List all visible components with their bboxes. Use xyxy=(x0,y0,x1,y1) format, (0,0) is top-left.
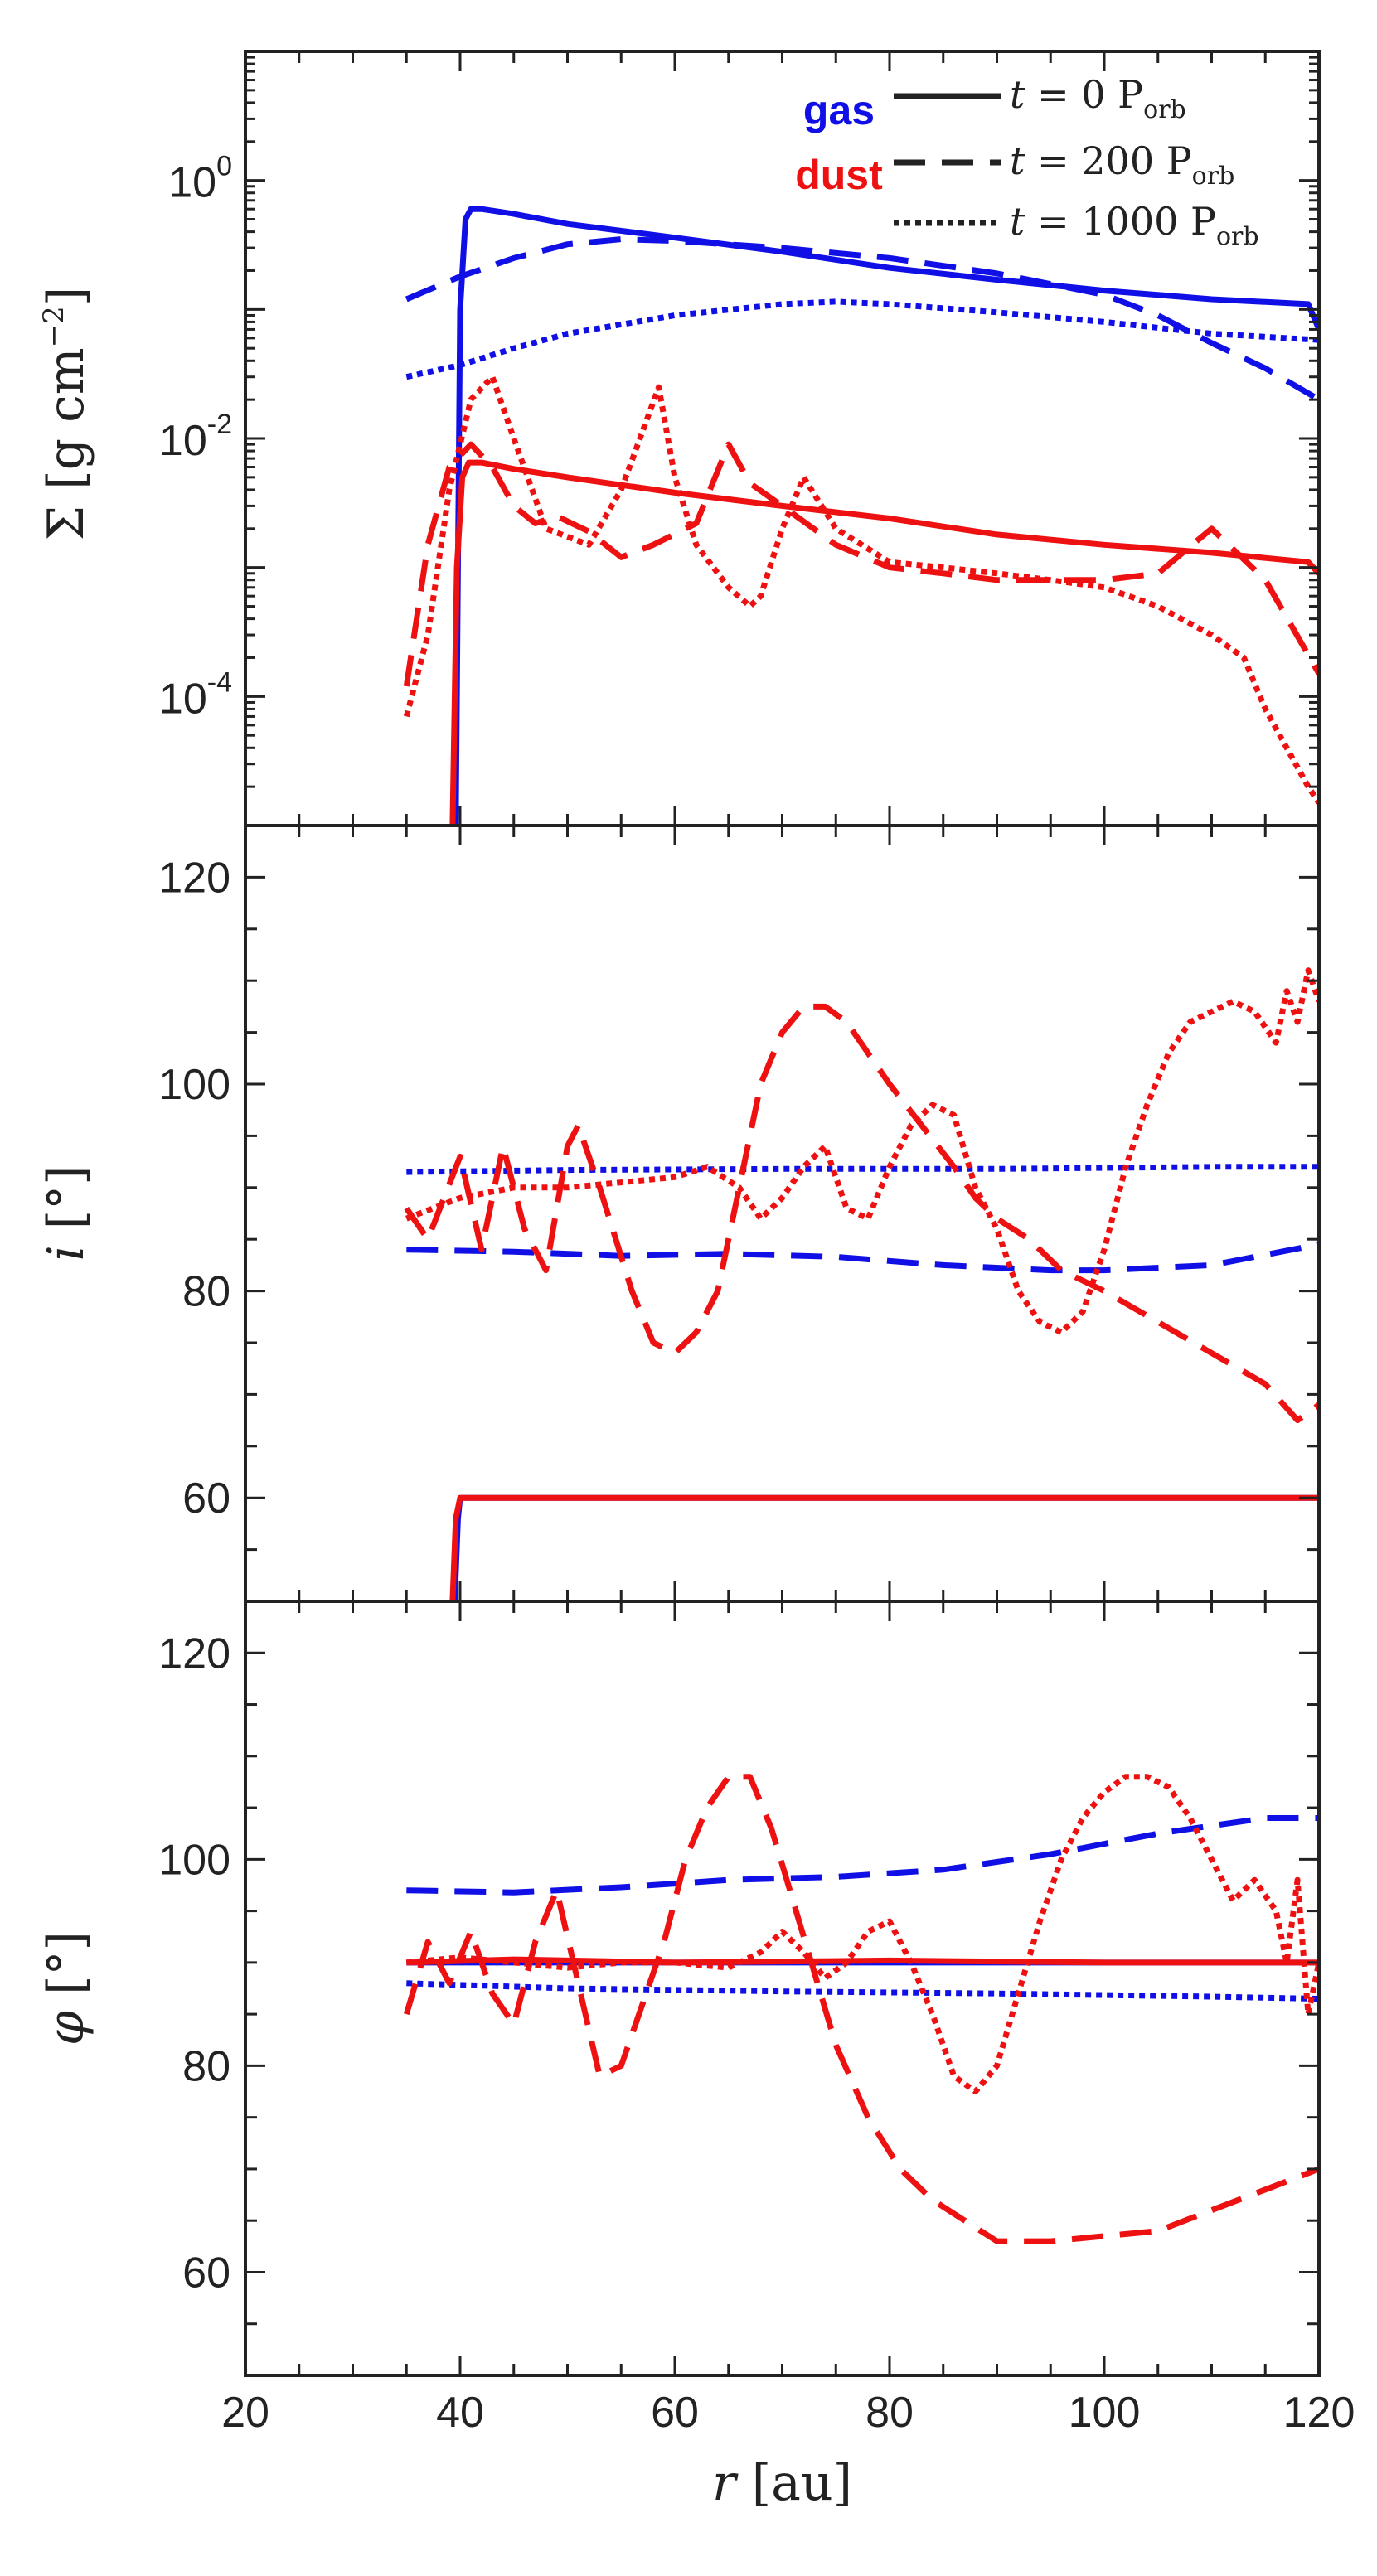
y-tick-base: 10 xyxy=(159,675,207,723)
y-tick-exponent: -4 xyxy=(207,666,232,698)
series-gas-dotted xyxy=(406,1164,1319,1175)
x-tick-label: 120 xyxy=(1283,2389,1355,2437)
y-axis-title-unit: [°] xyxy=(37,1165,95,1245)
y-axis-title-unit: [°] xyxy=(37,1931,95,2011)
y-axis-title-var: φ xyxy=(37,2011,95,2046)
x-tick-label: 100 xyxy=(1069,2389,1141,2437)
x-tick-label: 20 xyxy=(221,2389,269,2437)
series-dust-dashed xyxy=(403,441,1319,687)
y-axis-title-main: Σ [g cm xyxy=(37,347,95,540)
series-gas-dashed xyxy=(405,236,1319,403)
y-axis-title-var: i xyxy=(37,1245,95,1261)
series-group xyxy=(403,1774,1319,2244)
series-gas-dashed xyxy=(406,1815,1319,1896)
legend-time-value: = 1000 P xyxy=(1025,199,1216,244)
y-axis-title-tail: ] xyxy=(37,287,95,306)
panel-frame xyxy=(244,824,1321,1603)
series-gas-dotted xyxy=(405,298,1319,380)
y-axis-title: i [°] xyxy=(37,1165,95,1261)
series-dust-dashed xyxy=(404,1003,1319,1424)
series-dust-solid xyxy=(406,1956,1319,1966)
series-dust-dotted xyxy=(405,967,1319,1335)
series-dust-solid xyxy=(449,459,1319,826)
y-axis-title: φ [°] xyxy=(37,1931,95,2046)
tick-marks xyxy=(244,824,1321,1603)
panel-inclination: 60 80 100 120 i [°] xyxy=(37,824,1321,1603)
x-tick-label: 40 xyxy=(436,2389,484,2437)
y-tick-label: 10-2 xyxy=(159,409,232,465)
x-tick-label: 60 xyxy=(651,2389,699,2437)
y-tick-label: 60 xyxy=(182,2249,230,2297)
y-tick-exponent: 0 xyxy=(216,151,232,182)
legend-time-value: = 0 P xyxy=(1025,72,1144,117)
y-tick-base: 10 xyxy=(168,159,216,207)
legend-time-subscript: orb xyxy=(1216,222,1259,251)
legend-label-dashed: t = 200 Porb xyxy=(1010,138,1234,191)
y-tick-label: 120 xyxy=(158,1629,230,1678)
series-group xyxy=(404,967,1319,1601)
tick-marks xyxy=(244,1600,1321,2377)
legend-time-value: = 200 P xyxy=(1025,138,1192,183)
y-tick-label: 80 xyxy=(182,2042,230,2090)
series-dust-dashed xyxy=(403,1774,1319,2244)
y-tick-label: 60 xyxy=(182,1474,230,1523)
x-tick-label: 80 xyxy=(865,2389,914,2437)
legend-time-var: t xyxy=(1010,199,1025,244)
y-axis-title-exponent: −2 xyxy=(37,306,70,347)
tick-marks xyxy=(244,51,1321,827)
series-dust-dotted xyxy=(403,374,1319,805)
series-group xyxy=(403,206,1319,826)
legend-time-var: t xyxy=(1010,72,1025,117)
series-gas-dotted xyxy=(406,1980,1319,2002)
legend-dust: dust xyxy=(795,152,883,198)
panel-frame xyxy=(244,1600,1321,2377)
y-tick-label: 120 xyxy=(158,854,230,902)
legend-label-solid: t = 0 Porb xyxy=(1010,72,1186,124)
x-axis-title-unit: [au] xyxy=(736,2454,852,2512)
series-gas-solid xyxy=(453,206,1319,826)
legend-time-subscript: orb xyxy=(1192,162,1235,191)
series-dust-dotted xyxy=(405,1774,1319,2094)
legend-time-subscript: orb xyxy=(1143,95,1186,124)
x-axis-title-var: r xyxy=(712,2454,739,2512)
y-tick-base: 10 xyxy=(159,417,207,465)
y-tick-label: 100 xyxy=(158,1061,230,1109)
legend-time-var: t xyxy=(1010,138,1025,183)
y-tick-label: 10-4 xyxy=(159,666,232,723)
y-tick-label: 100 xyxy=(158,1836,230,1884)
y-axis-title: Σ [g cm−2] xyxy=(37,287,95,540)
legend-label-dotted: t = 1000 Porb xyxy=(1010,199,1259,251)
legend-gas: gas xyxy=(803,87,875,133)
y-tick-exponent: -2 xyxy=(207,409,232,440)
series-dust-solid xyxy=(449,1494,1319,1601)
panel-azimuth: 60 80 100 120 φ [°] 20 40 60 80 100 120 r [au] xyxy=(37,1600,1355,2512)
y-tick-label: 80 xyxy=(182,1268,230,1316)
x-axis-title: r [au] xyxy=(712,2454,852,2512)
series-gas-dashed xyxy=(406,1241,1319,1274)
y-tick-label: 100 xyxy=(168,151,232,207)
series-gas-solid xyxy=(452,1494,1319,1601)
